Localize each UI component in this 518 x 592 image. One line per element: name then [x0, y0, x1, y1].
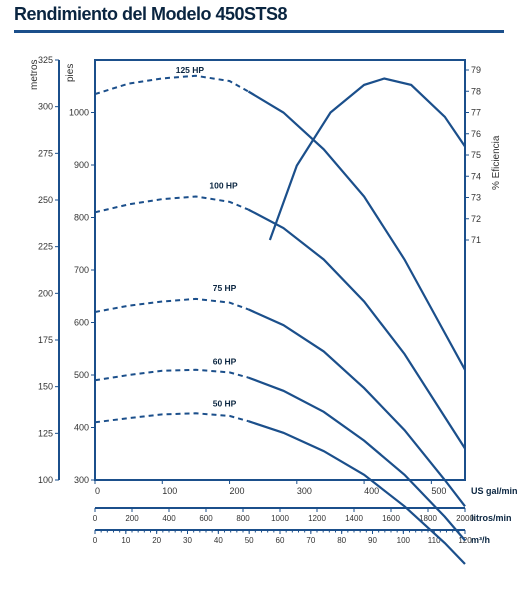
xtick-lpm: 600 [199, 514, 213, 523]
xtick-m3h: 10 [121, 536, 130, 545]
ytick-metros: 100 [38, 475, 53, 485]
curve-125hp-dashed [95, 76, 248, 94]
xtick-m3h: 20 [152, 536, 161, 545]
curve-50hp-dashed [95, 413, 248, 422]
ytick-metros: 325 [38, 55, 53, 65]
xtick-usgpm: 300 [297, 486, 312, 496]
xtick-lpm: 800 [236, 514, 250, 523]
xtick-usgpm: 100 [162, 486, 177, 496]
xtick-m3h: 80 [337, 536, 346, 545]
xtick-m3h: 30 [183, 536, 192, 545]
ytick-metros: 300 [38, 102, 53, 112]
xtick-m3h: 90 [368, 536, 377, 545]
ytick-metros: 125 [38, 428, 53, 438]
ytick-pies: 800 [74, 213, 89, 223]
curve-125hp [248, 92, 465, 370]
x-unit-m3h: m³/h [471, 535, 490, 545]
ytick-eff: 73 [471, 193, 481, 203]
xtick-lpm: 1000 [271, 514, 289, 523]
series-label: 100 HP [209, 181, 238, 191]
ytick-eff: 78 [471, 86, 481, 96]
xtick-lpm: 1200 [308, 514, 326, 523]
ytick-eff: 72 [471, 214, 481, 224]
series-label: 50 HP [213, 399, 237, 409]
performance-chart: 100125150175200225250275300325metros3004… [0, 0, 518, 592]
xtick-lpm: 0 [93, 514, 98, 523]
ytick-eff: 76 [471, 129, 481, 139]
ytick-pies: 500 [74, 370, 89, 380]
xtick-m3h: 60 [276, 536, 285, 545]
xtick-usgpm: 0 [95, 486, 100, 496]
xtick-m3h: 50 [245, 536, 254, 545]
curve-75hp [248, 309, 465, 506]
xtick-usgpm: 500 [431, 486, 446, 496]
xtick-lpm: 200 [125, 514, 139, 523]
x-unit-usgpm: US gal/min [471, 486, 518, 496]
ytick-eff: 75 [471, 150, 481, 160]
ytick-pies: 300 [74, 475, 89, 485]
ytick-metros: 200 [38, 288, 53, 298]
series-label: 125 HP [176, 65, 205, 75]
y-label-metros: metros [29, 59, 40, 90]
series-label: 75 HP [213, 283, 237, 293]
curve-75hp-dashed [95, 299, 248, 312]
efficiency-curve [270, 79, 465, 241]
x-unit-lpm: litros/min [471, 513, 512, 523]
ytick-eff: 79 [471, 65, 481, 75]
ytick-pies: 1000 [69, 108, 89, 118]
y-label-pies: pies [65, 64, 76, 82]
series-label: 60 HP [213, 357, 237, 367]
curve-100hp-dashed [95, 197, 248, 213]
ytick-pies: 400 [74, 423, 89, 433]
xtick-m3h: 40 [214, 536, 223, 545]
xtick-lpm: 1400 [345, 514, 363, 523]
ytick-eff: 71 [471, 235, 481, 245]
xtick-m3h: 0 [93, 536, 98, 545]
xtick-m3h: 70 [306, 536, 315, 545]
xtick-usgpm: 200 [230, 486, 245, 496]
ytick-pies: 900 [74, 160, 89, 170]
ytick-eff: 74 [471, 171, 481, 181]
ytick-pies: 600 [74, 318, 89, 328]
ytick-eff: 77 [471, 108, 481, 118]
ytick-metros: 250 [38, 195, 53, 205]
ytick-pies: 700 [74, 265, 89, 275]
xtick-lpm: 400 [162, 514, 176, 523]
ytick-metros: 275 [38, 148, 53, 158]
curve-100hp [248, 210, 465, 449]
xtick-lpm: 1600 [382, 514, 400, 523]
ytick-metros: 175 [38, 335, 53, 345]
ytick-metros: 225 [38, 242, 53, 252]
ytick-metros: 150 [38, 382, 53, 392]
xtick-usgpm: 400 [364, 486, 379, 496]
curve-60hp-dashed [95, 370, 248, 381]
y-label-eff: % Eficiencia [491, 135, 502, 190]
xtick-m3h: 100 [397, 536, 411, 545]
